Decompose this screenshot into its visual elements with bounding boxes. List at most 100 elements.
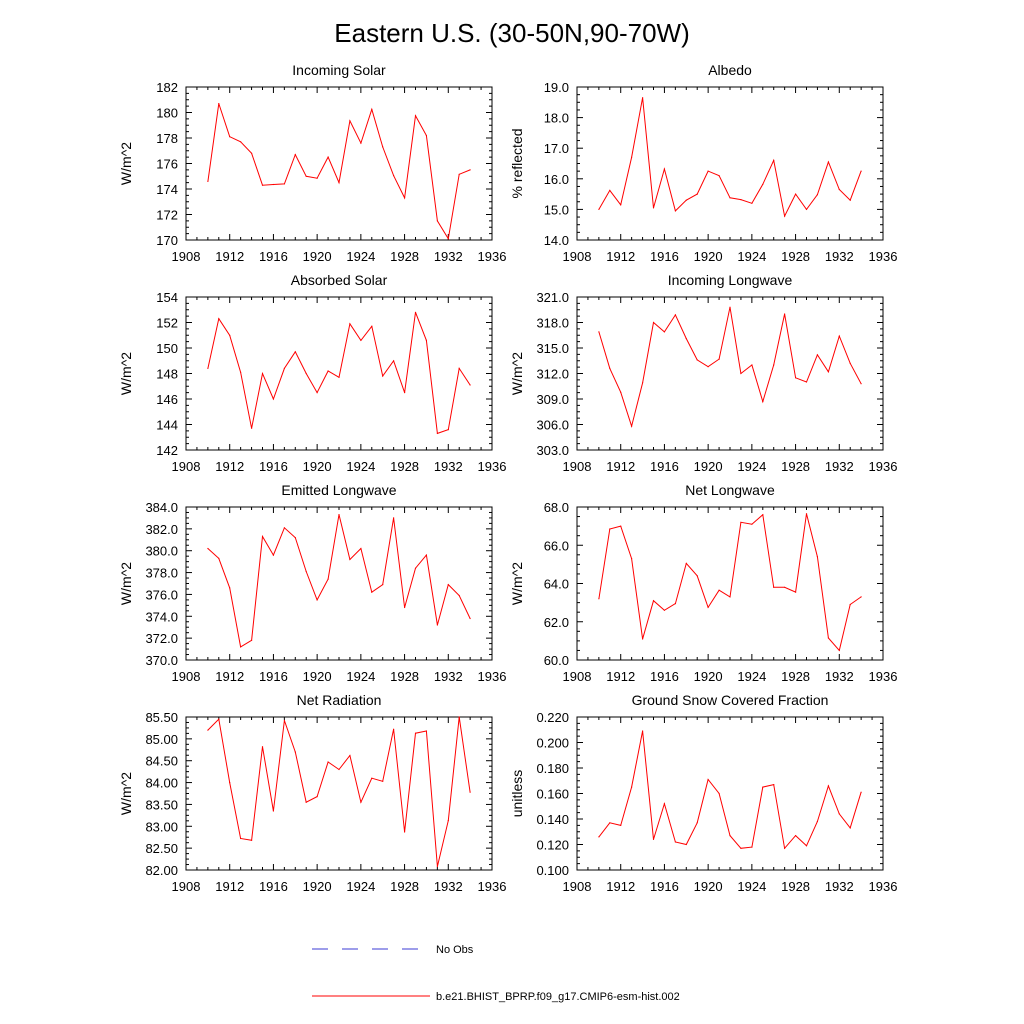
incoming-longwave-ytick-label: 321.0 [536, 290, 569, 305]
ground-snow-covered-fraction-point [795, 835, 797, 837]
net-longwave-point [598, 598, 600, 600]
net-radiation-ytick-label: 85.50 [145, 710, 178, 725]
absorbed-solar-ytick-label: 148 [156, 367, 178, 382]
absorbed-solar-ytick-label: 150 [156, 341, 178, 356]
albedo-point [740, 199, 742, 201]
incoming-solar-ytick-label: 180 [156, 106, 178, 121]
incoming-longwave-point [838, 335, 840, 337]
incoming-longwave-point [816, 354, 819, 356]
incoming-solar-xtick-label: 1920 [303, 249, 332, 264]
incoming-solar-point [371, 108, 373, 110]
absorbed-solar-point [425, 339, 427, 341]
ground-snow-covered-fraction-point [718, 792, 720, 795]
albedo-point [663, 168, 666, 170]
ground-snow-covered-fraction-plot-frame [576, 716, 884, 871]
emitted-longwave-point [207, 547, 209, 550]
albedo-xtick-label: 1912 [606, 249, 635, 264]
ground-snow-covered-fraction-point [838, 813, 840, 815]
albedo-point [707, 170, 709, 172]
emitted-longwave-plot-frame [185, 506, 493, 661]
ground-snow-covered-fraction-point [696, 822, 698, 824]
net-longwave-point [718, 589, 720, 591]
figure-title: Eastern U.S. (30-50N,90-70W) [334, 18, 689, 48]
emitted-longwave-point [425, 554, 427, 556]
net-longwave-point [860, 596, 862, 598]
incoming-longwave-point [795, 377, 797, 379]
net-longwave-xtick-label: 1916 [650, 669, 679, 684]
emitted-longwave-point [371, 591, 373, 593]
net-radiation-ytick-label: 84.00 [145, 776, 178, 791]
absorbed-solar-point [447, 429, 449, 431]
emitted-longwave-point [382, 584, 384, 586]
albedo-ylabel: % reflected [509, 128, 525, 198]
incoming-longwave-point [805, 381, 808, 383]
albedo-xtick-label: 1928 [781, 249, 810, 264]
incoming-longwave-point [707, 366, 709, 368]
incoming-longwave-point [631, 425, 633, 427]
emitted-longwave-xtick-label: 1928 [390, 669, 419, 684]
net-longwave-point [805, 513, 808, 515]
absorbed-solar-point [436, 432, 438, 434]
net-longwave-point [751, 523, 753, 525]
net-longwave-ylabel: W/m^2 [509, 562, 525, 605]
incoming-solar-point [436, 220, 438, 222]
ground-snow-covered-fraction-ytick-label: 0.180 [536, 761, 569, 776]
emitted-longwave-point [218, 557, 220, 560]
panel-albedo: Albedo % reflected 1908 1912 1916 1920 1924 192… [509, 62, 897, 264]
net-longwave-ytick-label: 64.0 [544, 577, 569, 592]
absorbed-solar-point [207, 367, 209, 369]
emitted-longwave-point [436, 624, 438, 626]
incoming-solar-ytick-label: 182 [156, 80, 178, 95]
incoming-solar-point [207, 180, 209, 182]
emitted-longwave-point [294, 537, 296, 539]
net-radiation-point [316, 796, 318, 798]
net-longwave-xtick-label: 1928 [781, 669, 810, 684]
absorbed-solar-point [360, 339, 362, 341]
incoming-longwave-xtick-label: 1908 [563, 459, 592, 474]
net-radiation-ylabel: W/m^2 [118, 772, 134, 815]
incoming-longwave-ytick-label: 303.0 [536, 443, 569, 458]
ground-snow-covered-fraction-point [707, 778, 709, 781]
net-longwave-point [609, 528, 611, 530]
emitted-longwave-ytick-label: 382.0 [145, 522, 178, 537]
incoming-solar-point [393, 175, 395, 177]
incoming-longwave-xtick-label: 1916 [650, 459, 679, 474]
incoming-longwave-point [718, 358, 720, 360]
net-longwave-series-line [598, 513, 862, 652]
ground-snow-covered-fraction-ytick-label: 0.160 [536, 787, 569, 802]
incoming-solar-point [305, 175, 307, 177]
emitted-longwave-point [327, 578, 329, 580]
incoming-solar-point [469, 169, 471, 171]
incoming-longwave-point [740, 372, 742, 375]
incoming-solar-point [414, 115, 417, 117]
incoming-longwave-xtick-label: 1928 [781, 459, 810, 474]
legend-label-no-obs: No Obs [436, 944, 474, 956]
incoming-solar-point [251, 152, 253, 154]
incoming-longwave-point [860, 383, 862, 385]
ground-snow-covered-fraction-xtick-label: 1920 [694, 879, 723, 894]
albedo-xtick-label: 1916 [650, 249, 679, 264]
albedo-point [751, 202, 753, 204]
emitted-longwave-xtick-label: 1924 [346, 669, 375, 684]
ground-snow-covered-fraction-point [685, 843, 687, 846]
albedo-title: Albedo [708, 62, 752, 78]
absorbed-solar-xtick-label: 1908 [172, 459, 201, 474]
albedo-point [598, 208, 600, 210]
emitted-longwave-point [458, 594, 460, 597]
absorbed-solar-ytick-label: 142 [156, 443, 178, 458]
albedo-point [816, 194, 819, 196]
incoming-longwave-xtick-label: 1936 [869, 459, 898, 474]
incoming-longwave-ytick-label: 306.0 [536, 418, 569, 433]
absorbed-solar-point [349, 323, 351, 325]
panel-emitted-longwave: Emitted Longwave W/m^2 1908 1912 1916 1920 192… [118, 482, 506, 684]
net-radiation-xtick-label: 1932 [434, 879, 463, 894]
absorbed-solar-point [469, 384, 471, 386]
emitted-longwave-series-line [207, 514, 471, 648]
net-longwave-point [773, 586, 775, 588]
ground-snow-covered-fraction-ytick-label: 0.220 [536, 710, 569, 725]
ground-snow-covered-fraction-point [663, 803, 666, 805]
net-longwave-plot-frame [576, 506, 884, 661]
legend: No Obs b.e21.BHIST_BPRP.f09_g17.CMIP6-es… [312, 944, 680, 1003]
absorbed-solar-xtick-label: 1932 [434, 459, 463, 474]
